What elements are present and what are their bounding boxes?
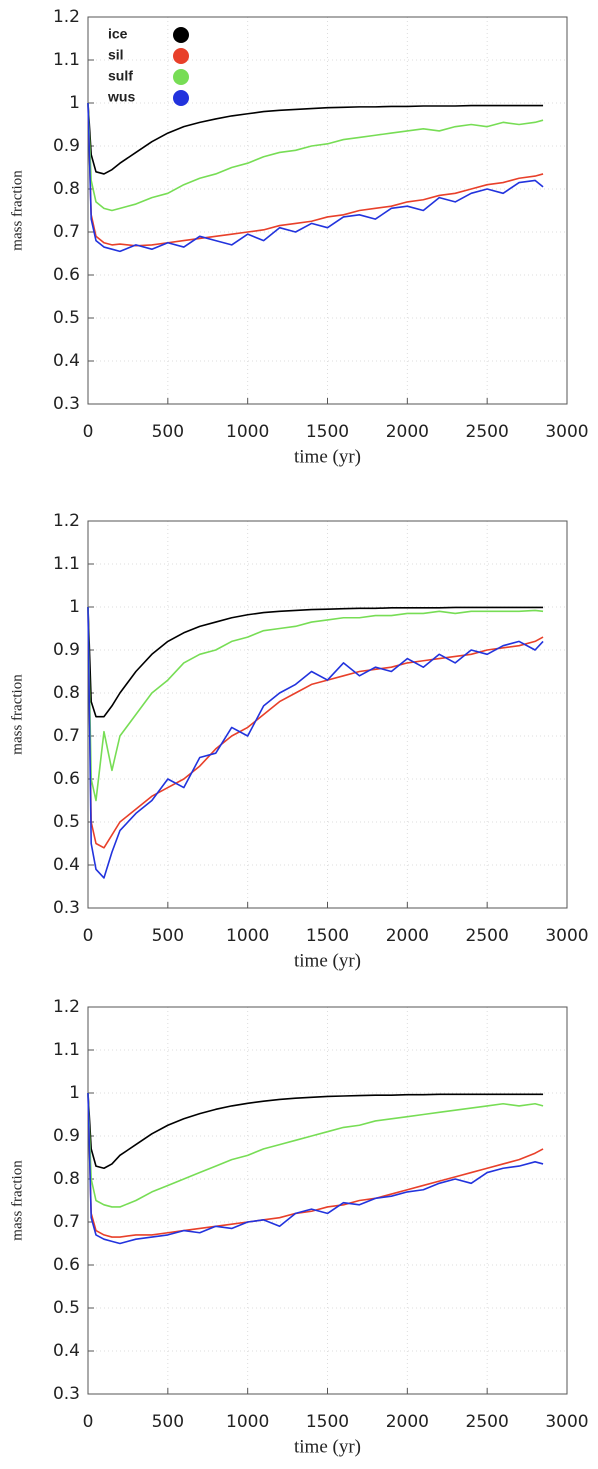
x-tick-label: 1500	[306, 926, 349, 946]
legend-marker	[173, 90, 189, 106]
y-tick-label: 1.2	[53, 511, 80, 531]
plot-frame	[87, 16, 568, 405]
y-tick-label: 0.6	[53, 1255, 80, 1275]
legend-marker	[173, 48, 189, 64]
legend-marker	[173, 27, 189, 43]
y-tick-label: 0.5	[53, 812, 80, 832]
data-line	[87, 102, 544, 253]
data-line	[87, 1092, 544, 1208]
y-tick-label: 0.9	[53, 640, 80, 660]
y-tick-label: 0.6	[53, 769, 80, 789]
y-tick-label: 0.5	[53, 1298, 80, 1318]
data-line	[87, 1092, 544, 1245]
x-tick-label: 2500	[466, 926, 509, 946]
data-line	[87, 606, 544, 849]
x-tick-label: 1000	[226, 1412, 269, 1432]
data-line	[87, 1092, 544, 1238]
x-tick-label: 3000	[545, 1412, 588, 1432]
y-axis-label: mass fraction	[9, 170, 25, 251]
y-tick-label: 0.8	[53, 1169, 80, 1189]
data-line	[87, 102, 544, 212]
y-tick-label: 0.4	[53, 1341, 80, 1361]
x-tick-label: 3000	[545, 422, 588, 442]
x-tick-label: 2000	[386, 926, 429, 946]
x-tick-label: 0	[83, 926, 94, 946]
y-tick-label: 0.8	[53, 683, 80, 703]
y-tick-label: 1.1	[53, 1040, 80, 1060]
x-tick-label: 0	[83, 1412, 94, 1432]
x-tick-label: 3000	[545, 926, 588, 946]
data-line	[87, 102, 544, 175]
y-tick-label: 0.3	[53, 394, 80, 414]
legend-label: sulf	[108, 68, 133, 84]
legend-label: wus	[107, 89, 135, 105]
y-tick-label: 0.5	[53, 308, 80, 328]
x-tick-label: 2500	[466, 422, 509, 442]
x-tick-label: 500	[152, 422, 184, 442]
x-tick-label: 2000	[386, 1412, 429, 1432]
y-tick-label: 0.9	[53, 136, 80, 156]
x-tick-label: 1000	[226, 422, 269, 442]
y-tick-label: 0.3	[53, 898, 80, 918]
y-tick-label: 0.7	[53, 222, 80, 242]
data-line	[87, 606, 544, 879]
y-tick-label: 0.4	[53, 351, 80, 371]
y-axis-label: mass fraction	[9, 1160, 25, 1241]
data-line	[87, 606, 544, 802]
x-axis-label: time (yr)	[294, 950, 361, 971]
x-axis-label: time (yr)	[294, 446, 361, 467]
x-tick-label: 1500	[306, 1412, 349, 1432]
legend-label: sil	[108, 47, 124, 63]
x-tick-label: 500	[152, 1412, 184, 1432]
x-axis-label: time (yr)	[294, 1436, 361, 1457]
plot-frame	[87, 1006, 568, 1395]
y-tick-label: 1.2	[53, 7, 80, 27]
y-tick-label: 0.3	[53, 1384, 80, 1404]
x-tick-label: 500	[152, 926, 184, 946]
y-tick-label: 1.2	[53, 997, 80, 1017]
y-tick-label: 0.9	[53, 1126, 80, 1146]
y-tick-label: 0.6	[53, 265, 80, 285]
x-tick-label: 1500	[306, 422, 349, 442]
x-tick-label: 2000	[386, 422, 429, 442]
data-line	[87, 102, 544, 247]
y-tick-label: 0.7	[53, 726, 80, 746]
plot-frame	[87, 520, 568, 909]
y-tick-label: 1	[69, 93, 80, 113]
data-line	[87, 606, 544, 718]
y-tick-label: 0.7	[53, 1212, 80, 1232]
x-tick-label: 2500	[466, 1412, 509, 1432]
y-tick-label: 1.1	[53, 554, 80, 574]
legend-label: ice	[108, 26, 128, 42]
x-tick-label: 0	[83, 422, 94, 442]
legend-marker	[173, 69, 189, 85]
data-line	[87, 1092, 544, 1170]
y-tick-label: 1	[69, 1083, 80, 1103]
x-tick-label: 1000	[226, 926, 269, 946]
y-tick-label: 0.8	[53, 179, 80, 199]
y-axis-label: mass fraction	[9, 674, 25, 755]
y-tick-label: 1.1	[53, 50, 80, 70]
y-tick-label: 1	[69, 597, 80, 617]
y-tick-label: 0.4	[53, 855, 80, 875]
